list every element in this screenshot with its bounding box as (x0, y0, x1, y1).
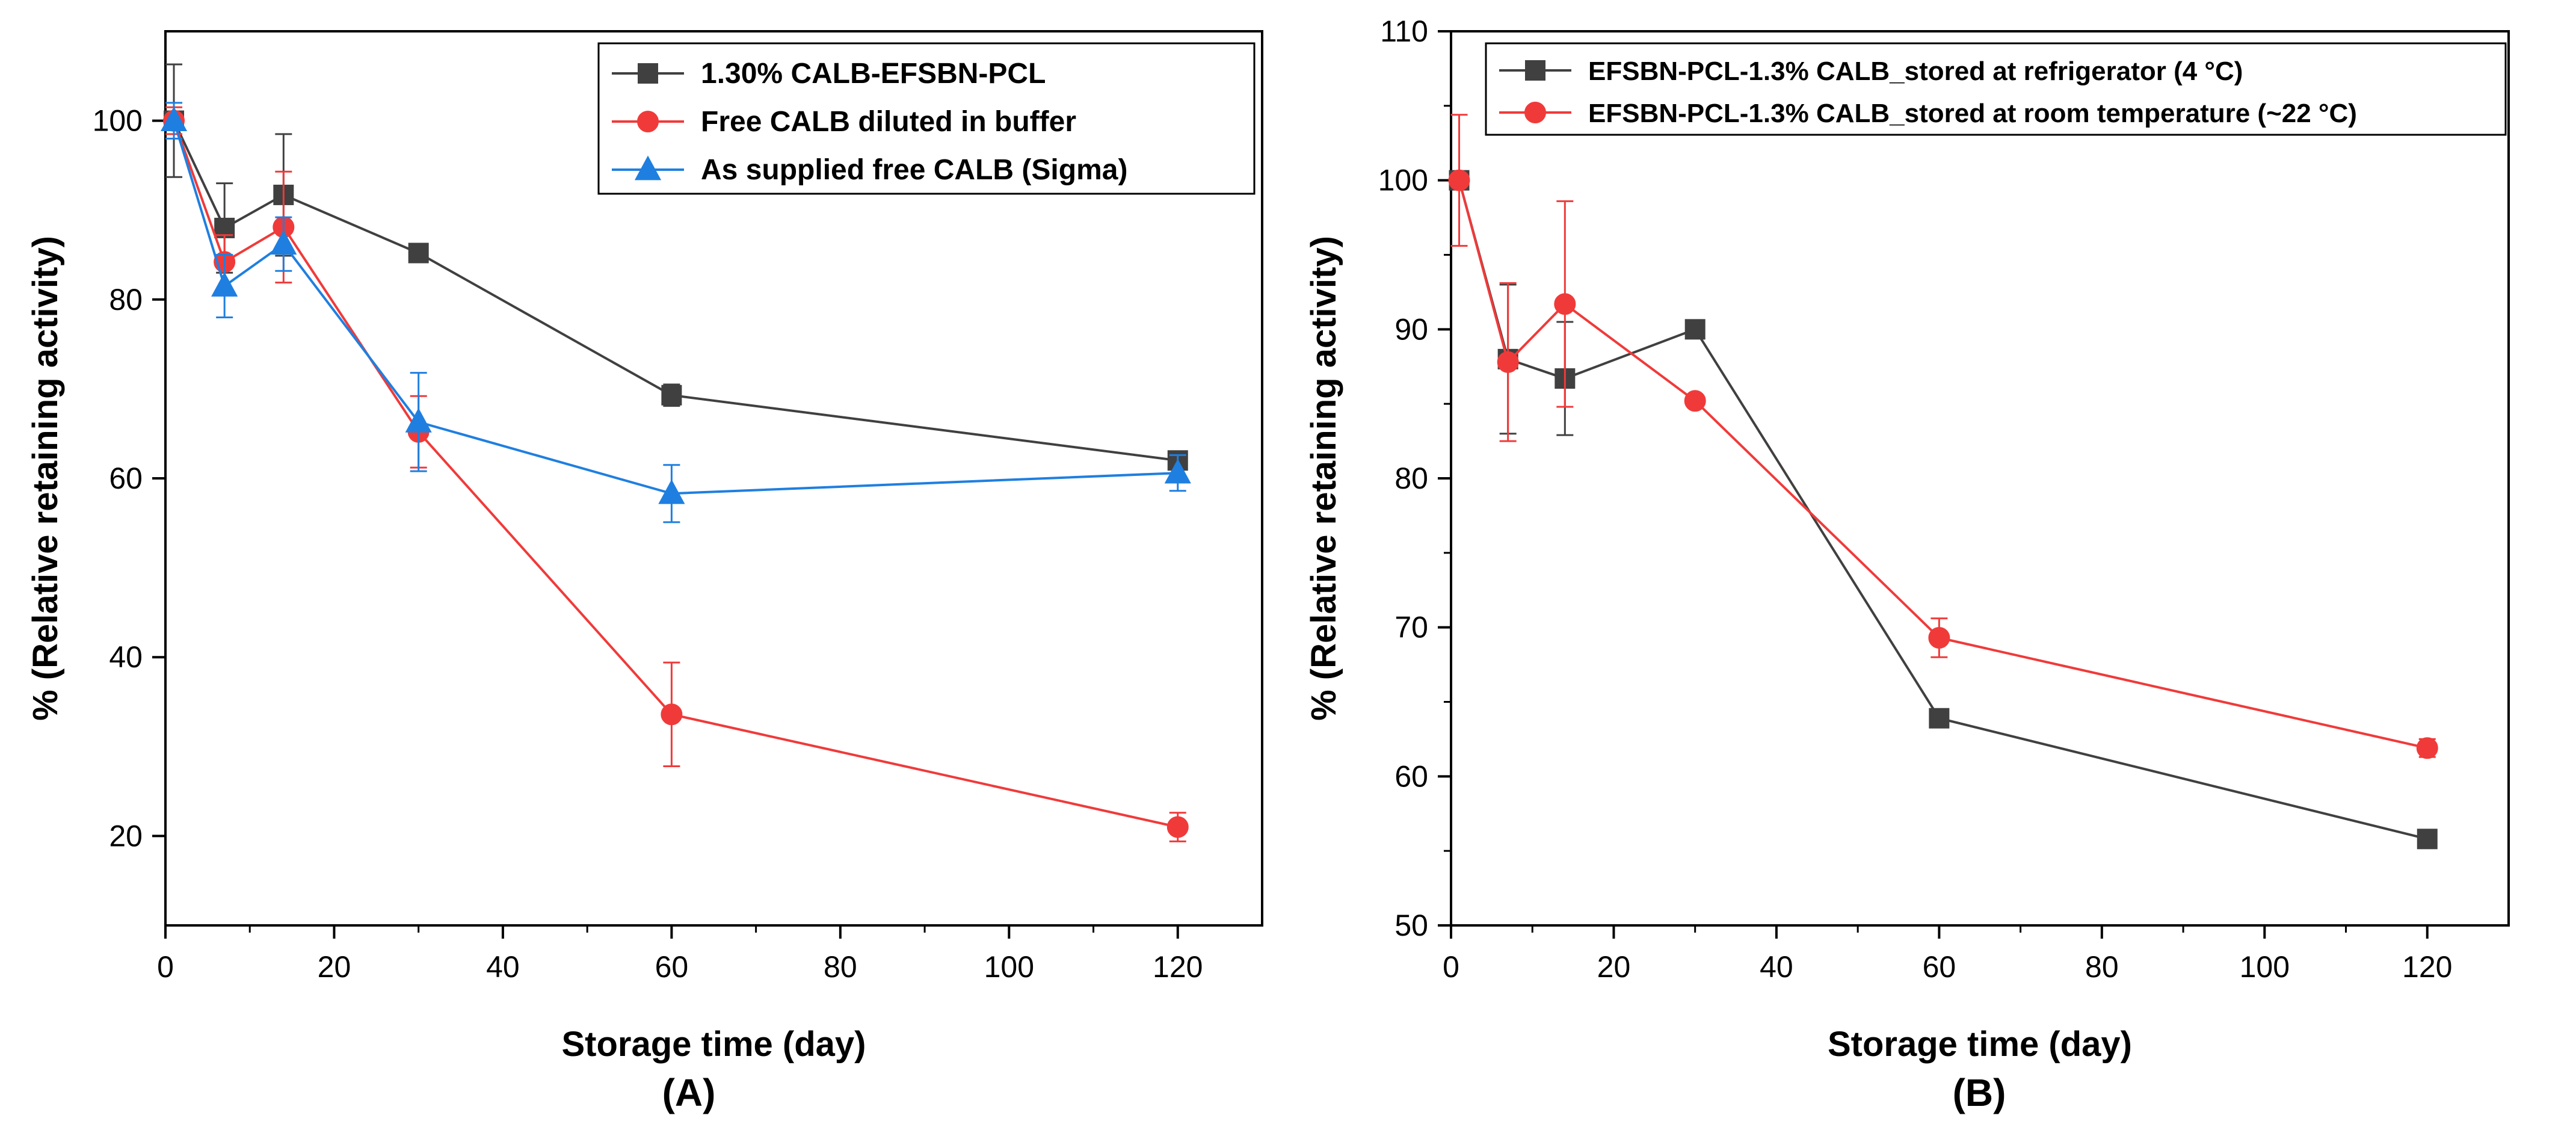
chart1-y-tick-label: 40 (109, 640, 143, 674)
chart1-data-point (1166, 816, 1189, 838)
chart2-y-tick-label: 80 (1394, 461, 1428, 495)
chart1-y-tick-label: 60 (109, 461, 143, 495)
chart2-data-point (1497, 351, 1519, 373)
chart2-data-point (1684, 390, 1706, 412)
chart1-legend-label: 1.30% CALB-EFSBN-PCL (701, 58, 1046, 90)
chart1-data-point (405, 407, 432, 433)
chart2-y-tick-label: 70 (1394, 611, 1428, 644)
chart1-legend-marker (638, 63, 658, 84)
chart2-legend-label: EFSBN-PCL-1.3% CALB_stored at refrigerat… (1588, 57, 2243, 86)
panel-label-a: (A) (662, 1071, 716, 1114)
chart1-x-tick-label: 120 (1153, 950, 1203, 984)
chart1-legend: 1.30% CALB-EFSBN-PCL Free CALB diluted in… (597, 42, 1256, 195)
chart2-legend-marker (1524, 102, 1546, 123)
chart1-data-point (658, 479, 685, 504)
chart2-y-tick-label: 90 (1394, 312, 1428, 346)
chart1-x-tick-label: 80 (824, 950, 857, 984)
chart2-y-axis-title: % (Relative retaining activity) (1304, 236, 1343, 721)
chart2-data-point (1684, 319, 1706, 340)
chart1-series-3 (160, 102, 1191, 523)
chart1-series-line (173, 120, 1179, 829)
chart2-legend: EFSBN-PCL-1.3% CALB_stored at refrigerat… (1485, 42, 2507, 136)
chart1-data-point (661, 384, 682, 406)
chart1-y-tick-label: 100 (93, 104, 143, 138)
chart2-data-point (1929, 708, 1950, 729)
chart1-data-point (160, 106, 188, 131)
chart1-legend-box (597, 42, 1256, 195)
chart2-x-tick-label: 40 (1760, 950, 1793, 984)
chart1-y-tick-label: 20 (109, 819, 143, 853)
chart1-x-tick-label: 0 (157, 950, 174, 984)
chart2-y-tick-label: 60 (1394, 759, 1428, 793)
chart1-x-tick-label: 20 (318, 950, 351, 984)
chart1-data-point (661, 703, 683, 726)
chart1-data-point (270, 230, 297, 255)
chart1-y-axis-title: % (Relative retaining activity) (26, 236, 65, 721)
chart1-x-tick-label: 100 (984, 950, 1034, 984)
chart1-y-tick-label: 80 (109, 283, 143, 316)
chart1-legend-label: As supplied free CALB (Sigma) (701, 154, 1127, 186)
chart1-series-line (173, 120, 1178, 495)
chart2-x-tick-label: 0 (1443, 950, 1459, 984)
chart2-x-axis-title: Storage time (day) (1828, 1025, 2132, 1064)
chart2-legend-marker (1525, 60, 1545, 81)
chart2-x-tick-label: 80 (2085, 950, 2119, 984)
chart2-data-point (1448, 169, 1470, 191)
chart2-x-tick-label: 120 (2402, 950, 2452, 984)
chart1-legend-marker (634, 155, 662, 181)
chart1-x-tick-label: 60 (655, 950, 689, 984)
chart1-data-point (211, 272, 238, 297)
panel-label-b: (B) (1953, 1071, 2006, 1114)
chart1-legend-marker (637, 111, 659, 132)
chart2-legend-label: EFSBN-PCL-1.3% CALB_stored at room tempe… (1588, 99, 2357, 128)
chart1-legend-label: Free CALB diluted in buffer (701, 106, 1076, 138)
chart2-data-point (1928, 627, 1950, 649)
chart1-data-point (1164, 458, 1191, 484)
chart2-data-point (2416, 737, 2438, 759)
chart1-data-point (408, 242, 429, 264)
chart2-y-tick-label: 110 (1380, 14, 1428, 48)
chart2-y-tick-label: 100 (1378, 164, 1428, 197)
chart2-x-tick-label: 60 (1923, 950, 1956, 984)
panel-b: 0 20 40 60 80 100 120 50 60 70 80 90 100 110 Storage t… (1304, 14, 2510, 1064)
chart2-x-tick-label: 20 (1597, 950, 1631, 984)
chart2-data-point (2417, 829, 2438, 850)
chart2-data-point (1554, 293, 1576, 315)
chart1-series-line (173, 120, 1179, 462)
chart2-x-tick-label: 100 (2240, 950, 2290, 984)
chart2-legend-box (1485, 42, 2507, 136)
chart2-y-tick-label: 50 (1394, 909, 1428, 942)
panel-a: 0 20 40 60 80 100 120 20 40 60 80 100 Storage time (… (26, 30, 1263, 1064)
chart2-series-line (1458, 180, 2428, 750)
chart1-x-axis-title: Storage time (day) (562, 1025, 866, 1064)
chart1-x-tick-label: 40 (486, 950, 520, 984)
chart2-series-2 (1448, 114, 2438, 759)
